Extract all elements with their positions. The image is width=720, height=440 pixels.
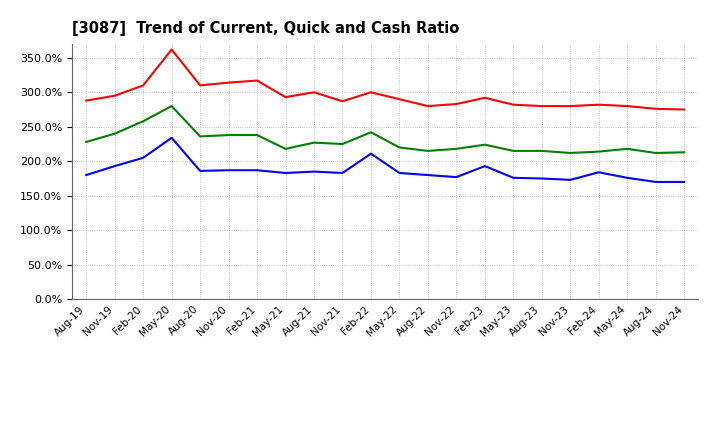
Current Ratio [82,98,91,103]
Quick Ratio [110,131,119,136]
Quick Ratio [338,141,347,147]
Current Ratio [595,102,603,107]
Current Ratio [395,96,404,102]
Quick Ratio [225,132,233,138]
Quick Ratio [253,132,261,138]
Quick Ratio [652,150,660,156]
Quick Ratio [623,146,631,151]
Cash Ratio [167,135,176,140]
Text: [3087]  Trend of Current, Quick and Cash Ratio: [3087] Trend of Current, Quick and Cash … [72,21,459,36]
Current Ratio [282,95,290,100]
Cash Ratio [595,170,603,175]
Cash Ratio [480,163,489,169]
Cash Ratio [366,151,375,156]
Current Ratio [680,107,688,112]
Quick Ratio [423,148,432,154]
Cash Ratio [623,175,631,180]
Cash Ratio [282,170,290,176]
Quick Ratio [680,150,688,155]
Cash Ratio [139,155,148,161]
Quick Ratio [167,103,176,109]
Current Ratio [509,102,518,107]
Quick Ratio [566,150,575,156]
Cash Ratio [509,175,518,180]
Cash Ratio [423,172,432,178]
Current Ratio [196,83,204,88]
Current Ratio [225,80,233,85]
Quick Ratio [366,130,375,135]
Current Ratio [566,103,575,109]
Cash Ratio [566,177,575,183]
Current Ratio [310,90,318,95]
Line: Current Ratio: Current Ratio [86,50,684,110]
Current Ratio [623,103,631,109]
Cash Ratio [452,175,461,180]
Quick Ratio [139,119,148,124]
Current Ratio [338,99,347,104]
Quick Ratio [282,146,290,151]
Cash Ratio [310,169,318,174]
Line: Cash Ratio: Cash Ratio [86,138,684,182]
Cash Ratio [82,172,91,178]
Line: Quick Ratio: Quick Ratio [86,106,684,153]
Current Ratio [167,47,176,52]
Current Ratio [652,106,660,111]
Current Ratio [537,103,546,109]
Current Ratio [366,90,375,95]
Quick Ratio [82,139,91,145]
Cash Ratio [395,170,404,176]
Quick Ratio [595,149,603,154]
Cash Ratio [537,176,546,181]
Quick Ratio [310,140,318,145]
Quick Ratio [452,146,461,151]
Quick Ratio [509,148,518,154]
Legend: Current Ratio, Quick Ratio, Cash Ratio: Current Ratio, Quick Ratio, Cash Ratio [182,438,588,440]
Quick Ratio [480,142,489,147]
Cash Ratio [338,170,347,176]
Cash Ratio [110,163,119,169]
Current Ratio [253,78,261,83]
Current Ratio [110,93,119,99]
Cash Ratio [196,168,204,173]
Cash Ratio [652,180,660,185]
Quick Ratio [196,134,204,139]
Cash Ratio [225,168,233,173]
Quick Ratio [537,148,546,154]
Current Ratio [139,83,148,88]
Current Ratio [452,101,461,106]
Quick Ratio [395,145,404,150]
Cash Ratio [253,168,261,173]
Current Ratio [480,95,489,100]
Cash Ratio [680,180,688,185]
Current Ratio [423,103,432,109]
